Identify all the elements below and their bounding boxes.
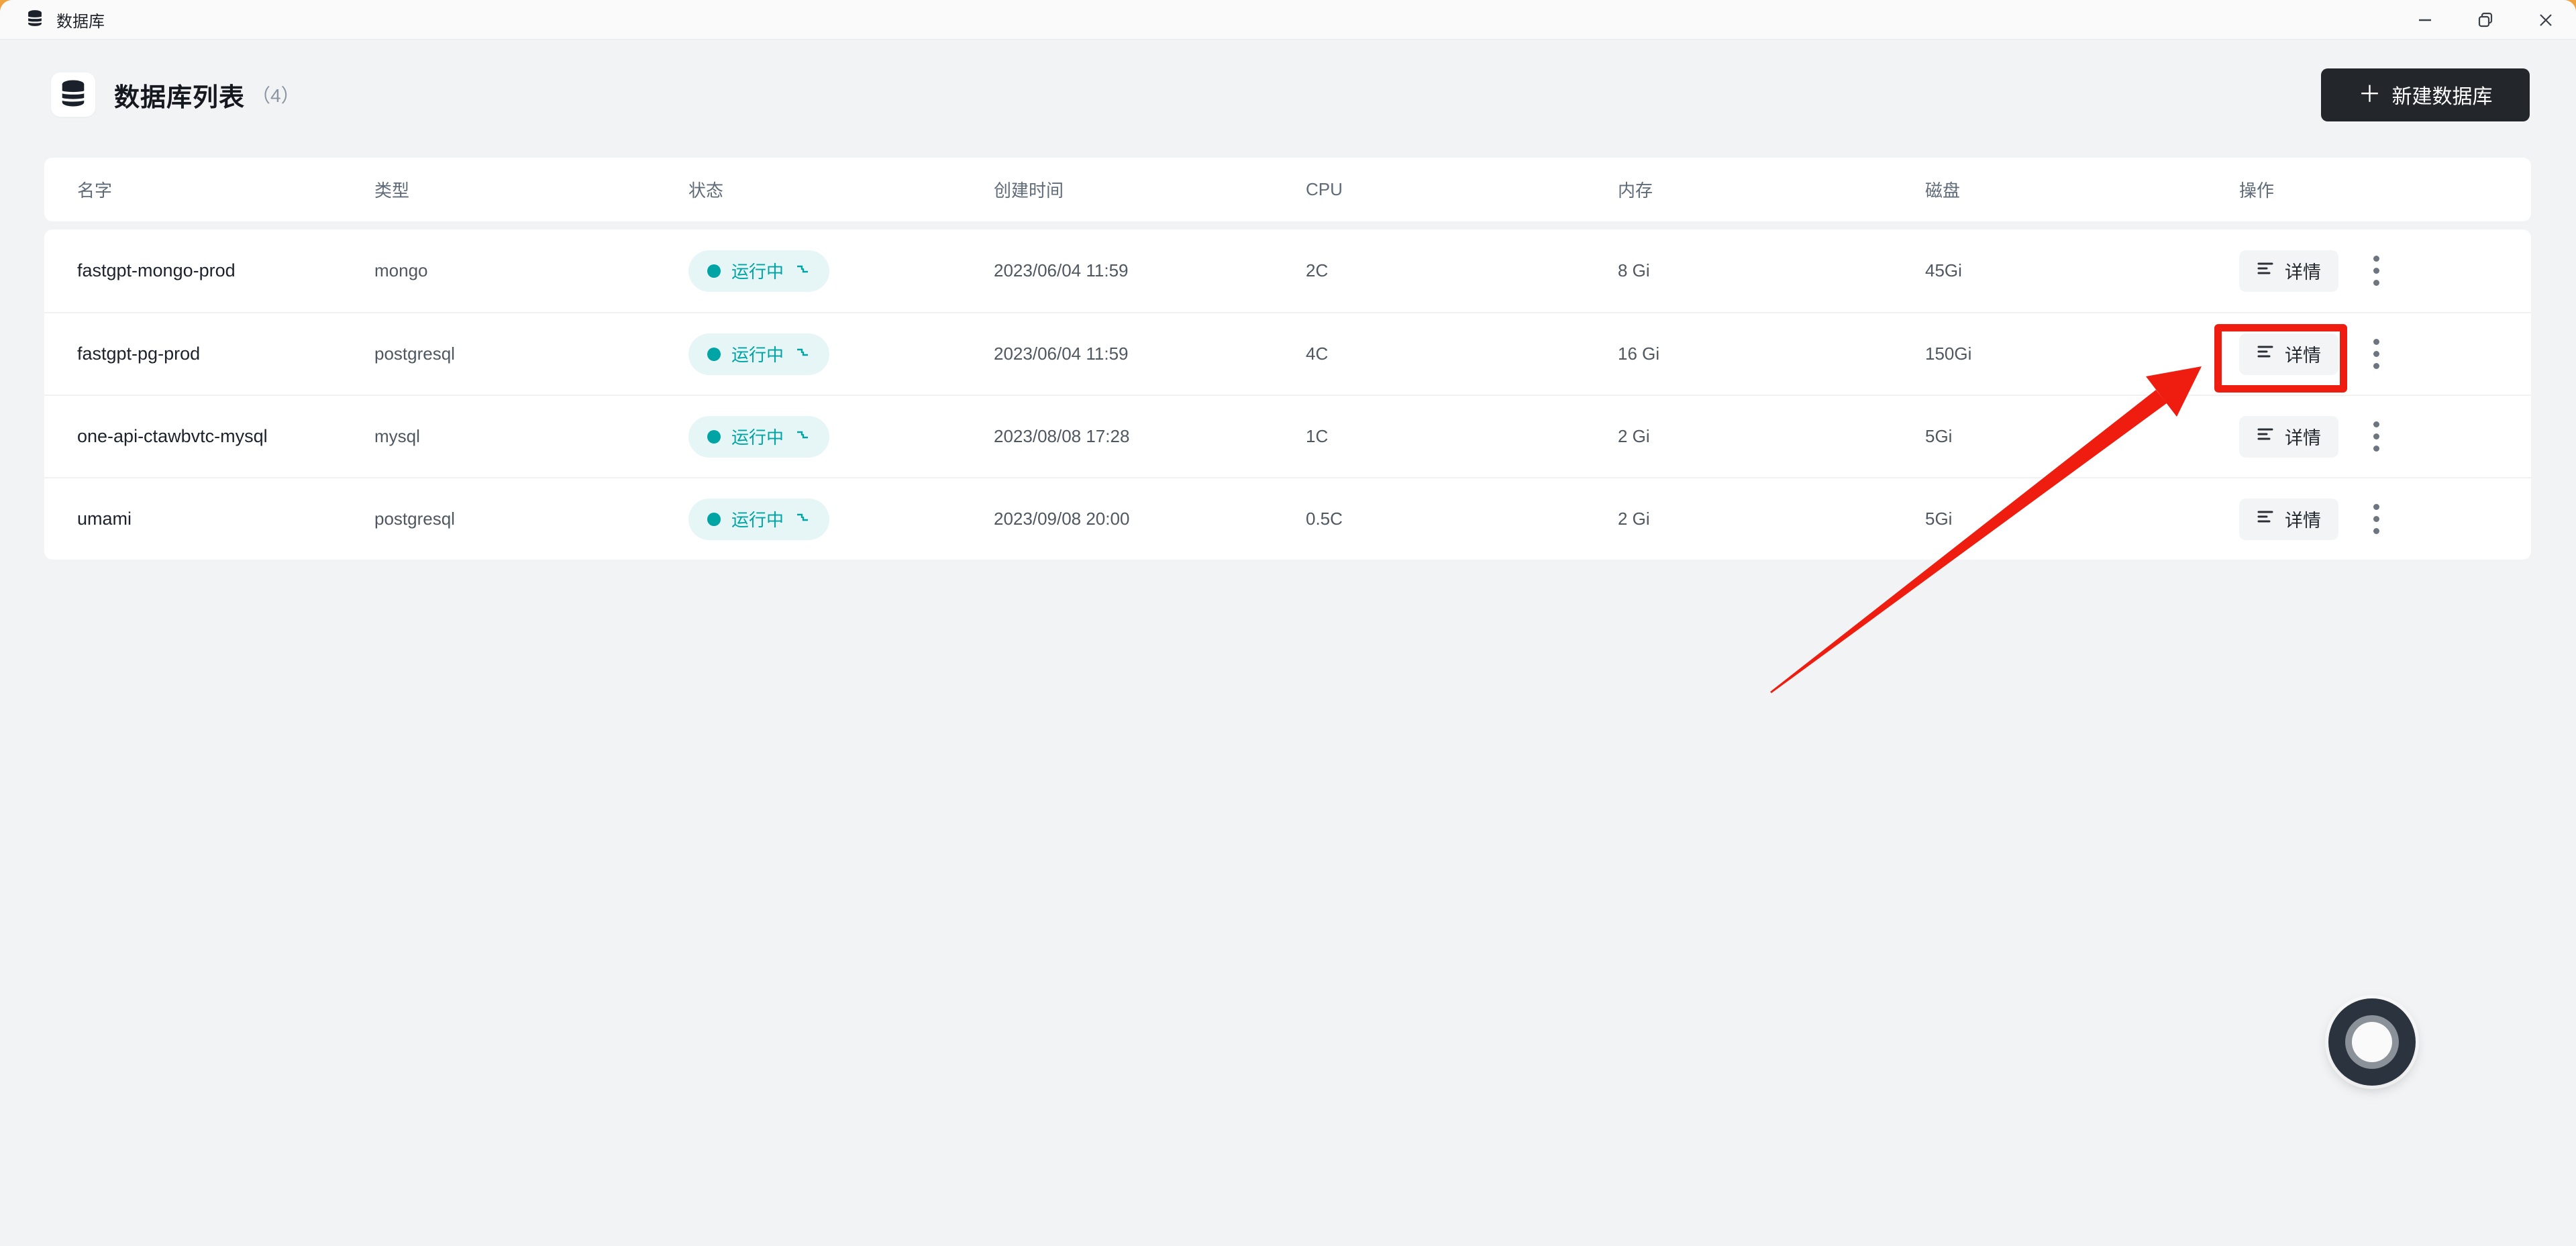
table-row: umami postgresql 运行中 2023/09/08 20:00 0.…: [44, 477, 2531, 560]
kebab-menu-button[interactable]: [2363, 416, 2389, 458]
disk-value: 150Gi: [1925, 344, 1972, 364]
create-database-label: 新建数据库: [2391, 86, 2493, 108]
database-type: postgresql: [374, 509, 455, 529]
memory-value: 16 Gi: [1618, 344, 1660, 364]
status-badge[interactable]: 运行中: [688, 333, 830, 375]
disk-value: 45Gi: [1925, 260, 1962, 280]
created-time: 2023/06/04 11:59: [994, 260, 1129, 280]
column-header-type: 类型: [374, 180, 410, 201]
database-count: （4）: [252, 85, 300, 106]
window-title: 数据库: [56, 12, 105, 31]
column-header-disk: 磁盘: [1925, 180, 1961, 201]
close-button[interactable]: [2516, 0, 2576, 40]
detail-button[interactable]: 详情: [2239, 415, 2338, 458]
status-label: 运行中: [731, 262, 784, 282]
detail-button-label: 详情: [2285, 511, 2321, 531]
status-dot-icon: [707, 264, 721, 278]
list-lines-icon: [2257, 260, 2274, 282]
plus-icon: ＋: [2358, 82, 2381, 107]
table-row: fastgpt-pg-prod postgresql 运行中 2023/06/0…: [44, 312, 2531, 395]
create-database-button[interactable]: ＋ 新建数据库: [2321, 68, 2530, 121]
column-header-memory: 内存: [1618, 180, 1653, 201]
detail-button-label: 详情: [2285, 346, 2321, 366]
running-state-icon: [794, 509, 811, 529]
disk-value: 5Gi: [1925, 426, 1953, 446]
created-time: 2023/08/08 17:28: [994, 426, 1130, 446]
column-header-name: 名字: [77, 180, 113, 201]
list-lines-icon: [2257, 425, 2274, 448]
running-state-icon: [794, 427, 811, 446]
kebab-menu-button[interactable]: [2363, 250, 2389, 292]
created-time: 2023/06/04 11:59: [994, 344, 1129, 364]
page-title: 数据库列表: [114, 83, 246, 112]
memory-value: 8 Gi: [1618, 260, 1650, 280]
detail-button[interactable]: 详情: [2239, 498, 2338, 540]
database-table: 名字 类型 状态 创建时间 CPU 内存 磁盘 操作 fastgpt-mongo…: [44, 158, 2531, 560]
status-badge[interactable]: 运行中: [688, 498, 830, 540]
maximize-button[interactable]: [2455, 0, 2516, 40]
list-lines-icon: [2257, 508, 2274, 530]
database-name: fastgpt-pg-prod: [77, 344, 201, 364]
memory-value: 2 Gi: [1618, 426, 1650, 446]
database-icon: [58, 78, 89, 112]
cpu-value: 4C: [1306, 344, 1329, 364]
app-logo-tile: [51, 72, 95, 117]
disk-value: 5Gi: [1925, 509, 1953, 529]
database-name: umami: [77, 509, 132, 529]
database-name: fastgpt-mongo-prod: [77, 260, 236, 280]
floating-assistant-button[interactable]: [2328, 998, 2416, 1086]
titlebar: 数据库: [0, 0, 2576, 40]
kebab-menu-button[interactable]: [2363, 499, 2389, 540]
table-header-row: 名字 类型 状态 创建时间 CPU 内存 磁盘 操作: [44, 158, 2531, 221]
status-badge[interactable]: 运行中: [688, 415, 830, 458]
status-label: 运行中: [731, 427, 784, 448]
assistant-ring: [2345, 1015, 2399, 1069]
database-type: mysql: [374, 426, 420, 446]
column-header-created: 创建时间: [994, 180, 1064, 201]
running-state-icon: [794, 261, 811, 280]
column-header-actions: 操作: [2239, 180, 2275, 201]
database-type: postgresql: [374, 344, 455, 364]
cpu-value: 1C: [1306, 426, 1329, 446]
table-body: fastgpt-mongo-prod mongo 运行中 2023/06/04 …: [44, 229, 2531, 560]
status-dot-icon: [707, 429, 721, 444]
assistant-core: [2352, 1022, 2392, 1062]
status-dot-icon: [707, 347, 721, 361]
list-lines-icon: [2257, 343, 2274, 365]
status-dot-icon: [707, 512, 721, 526]
detail-button-label: 详情: [2285, 428, 2321, 448]
database-type: mongo: [374, 260, 428, 280]
minimize-button[interactable]: [2395, 0, 2455, 40]
detail-button-label: 详情: [2285, 262, 2321, 282]
column-header-cpu: CPU: [1306, 179, 1343, 199]
cpu-value: 2C: [1306, 260, 1329, 280]
created-time: 2023/09/08 20:00: [994, 509, 1130, 529]
running-state-icon: [794, 344, 811, 364]
detail-button[interactable]: 详情: [2239, 333, 2338, 375]
status-label: 运行中: [731, 510, 784, 530]
kebab-menu-button[interactable]: [2363, 333, 2389, 375]
status-label: 运行中: [731, 345, 784, 365]
database-icon: [25, 9, 44, 31]
column-header-status: 状态: [688, 180, 724, 201]
table-row: fastgpt-mongo-prod mongo 运行中 2023/06/04 …: [44, 229, 2531, 312]
cpu-value: 0.5C: [1306, 509, 1343, 529]
detail-button[interactable]: 详情: [2239, 250, 2338, 292]
table-row: one-api-ctawbvtc-mysql mysql 运行中 2023/08…: [44, 395, 2531, 477]
status-badge[interactable]: 运行中: [688, 250, 830, 292]
database-name: one-api-ctawbvtc-mysql: [77, 426, 268, 446]
memory-value: 2 Gi: [1618, 509, 1650, 529]
